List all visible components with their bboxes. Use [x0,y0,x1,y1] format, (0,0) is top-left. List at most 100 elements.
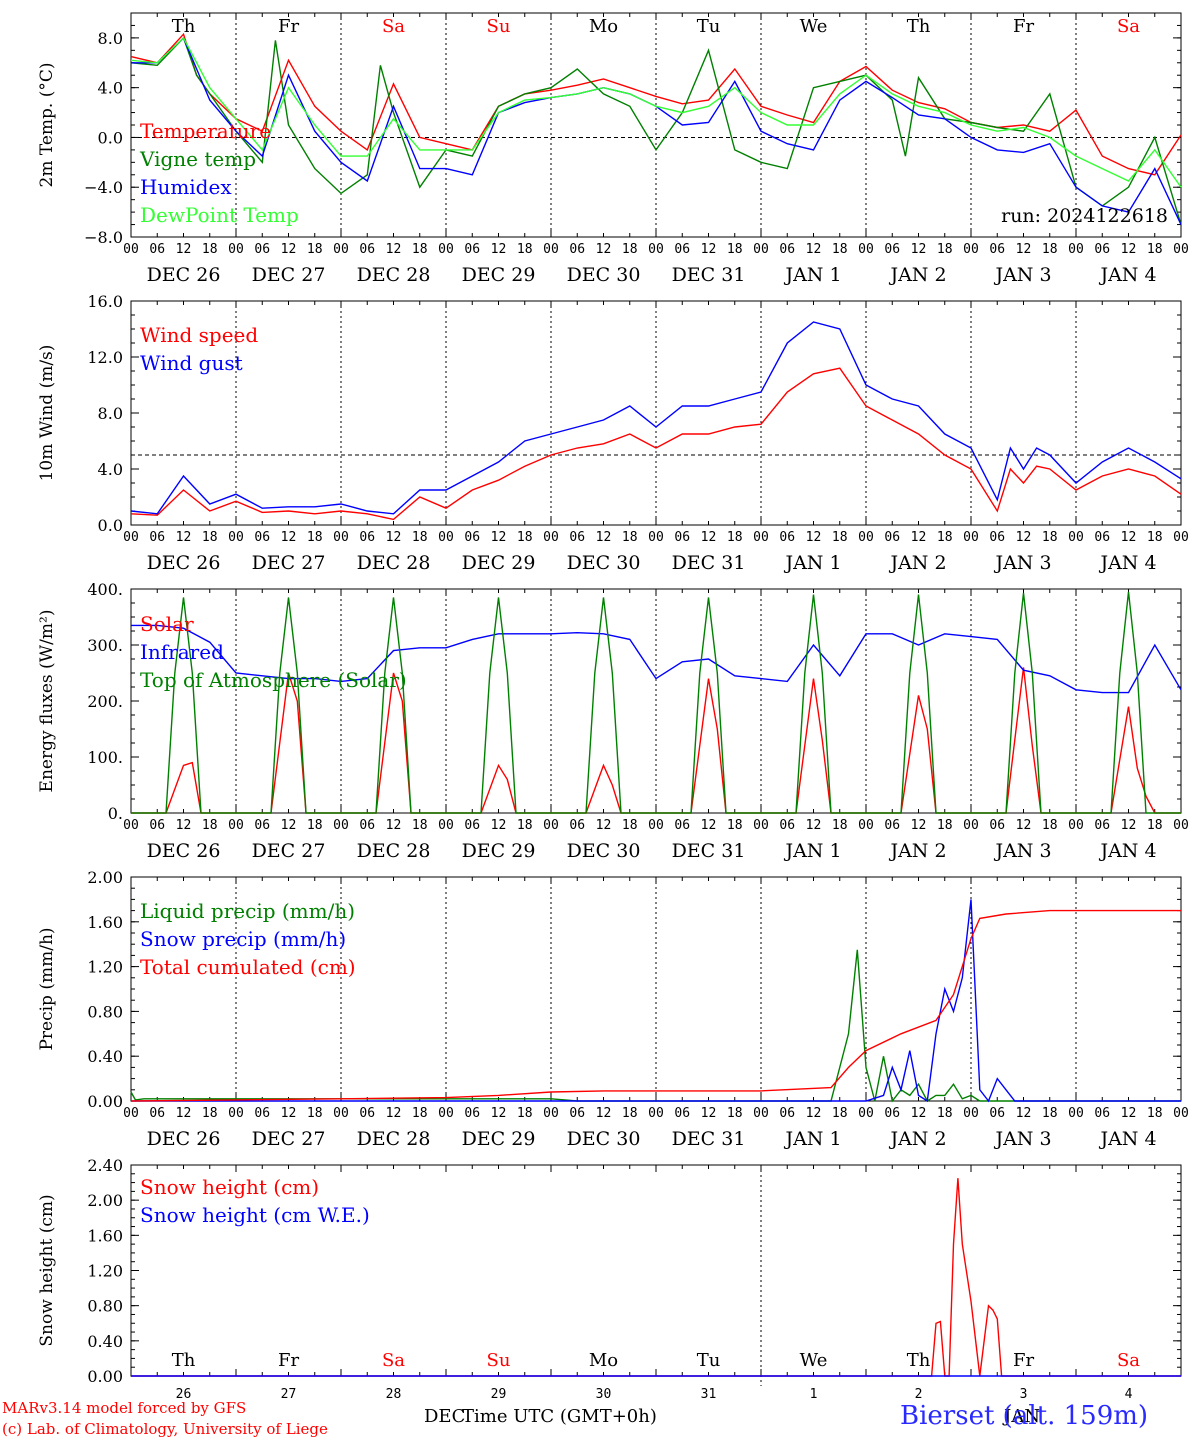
day-number-label: 31 [701,1387,717,1402]
energy-hour-label: 00 [753,818,769,833]
snow-y-tick-label: 1.60 [87,1226,123,1245]
energy-hour-label: 06 [674,818,690,833]
temp-hour-label: 00 [1068,242,1084,257]
temp-legend-entry: Vigne temp [139,147,256,171]
temp-hour-label: 00 [963,242,979,257]
precip-date-label: JAN 3 [993,1128,1051,1150]
precip-hour-label: 06 [359,1106,375,1121]
temp-hour-label: 18 [1042,242,1058,257]
weekday-label: Sa [1117,16,1140,37]
temp-hour-label: 18 [202,242,218,257]
wind-hour-label: 18 [202,530,218,545]
precip-hour-label: 18 [307,1106,323,1121]
precip-legend-entry: Liquid precip (mm/h) [140,899,355,923]
energy-y-tick-label: 300. [87,636,123,655]
energy-legend-entry: Top of Atmosphere (Solar) [140,668,407,692]
wind-date-label: DEC 28 [357,552,431,574]
temp-hour-label: 18 [832,242,848,257]
temp-hour-label: 06 [464,242,480,257]
energy-hour-label: 12 [911,818,927,833]
precip-date-label: DEC 28 [357,1128,431,1150]
weekday-label: Tu [697,16,721,37]
energy-hour-label: 06 [464,818,480,833]
precip-hour-label: 18 [412,1106,428,1121]
precip-hour-label: 18 [1042,1106,1058,1121]
precip-hour-label: 00 [963,1106,979,1121]
wind-hour-label: 12 [1121,530,1137,545]
wind-series-line [130,321,1182,515]
wind-hour-label: 00 [1173,530,1189,545]
temp-date-label: JAN 2 [888,264,946,286]
wind-date-label: DEC 26 [147,552,221,574]
precip-hour-label: 18 [622,1106,638,1121]
weekday-label: Sa [382,16,405,37]
energy-hour-label: 18 [622,818,638,833]
wind-hour-label: 06 [779,530,795,545]
snow-y-tick-label: 0.00 [87,1367,123,1386]
temp-hour-label: 06 [254,242,270,257]
temp-hour-label: 12 [281,242,297,257]
energy-series-line [131,591,1181,814]
wind-legend-entry: Wind speed [140,323,258,347]
temp-series-line [130,36,1182,225]
energy-date-label: DEC 30 [567,840,641,862]
wind-hour-label: 18 [307,530,323,545]
wind-date-label: DEC 31 [672,552,746,574]
precip-hour-label: 18 [727,1106,743,1121]
precip-y-tick-label: 2.00 [87,868,123,887]
energy-series-line [131,624,1182,694]
temp-hour-label: 12 [911,242,927,257]
wind-hour-label: 12 [386,530,402,545]
energy-y-tick-label: 200. [87,692,123,711]
energy-date-label: JAN 2 [888,840,946,862]
wind-y-tick-label: 0.0 [98,516,123,535]
wind-y-tick-label: 4.0 [98,460,123,479]
energy-hour-label: 06 [989,818,1005,833]
wind-hour-label: 00 [228,530,244,545]
wind-y-axis-label: 10m Wind (m/s) [37,345,57,482]
wind-hour-label: 12 [176,530,192,545]
energy-date-label: JAN 3 [993,840,1051,862]
day-number-label: 2 [915,1387,923,1402]
day-number-label: 26 [176,1387,192,1402]
weekday-label: Th [172,1350,196,1371]
energy-hour-label: 00 [123,818,139,833]
energy-hour-label: 06 [149,818,165,833]
temp-hour-label: 12 [1121,242,1137,257]
precip-hour-label: 00 [333,1106,349,1121]
energy-hour-label: 00 [963,818,979,833]
energy-hour-label: 12 [1121,818,1137,833]
precip-hour-label: 00 [753,1106,769,1121]
precip-date-label: DEC 29 [462,1128,536,1150]
precip-hour-label: 06 [464,1106,480,1121]
energy-hour-label: 06 [569,818,585,833]
energy-legend-entry: Infrared [140,640,224,664]
temp-hour-label: 06 [149,242,165,257]
energy-hour-label: 00 [438,818,454,833]
wind-y-tick-label: 8.0 [98,404,123,423]
day-number-label: 27 [281,1387,297,1402]
precip-hour-label: 12 [1016,1106,1032,1121]
precip-hour-label: 06 [779,1106,795,1121]
precip-hour-label: 18 [202,1106,218,1121]
wind-hour-label: 18 [1042,530,1058,545]
precip-series-line [130,949,1181,1103]
precip-legend-entry: Total cumulated (cm) [140,955,356,979]
wind-hour-label: 00 [333,530,349,545]
wind-legend-entry: Wind gust [140,351,243,375]
snow-legend-entry: Snow height (cm) [140,1175,319,1199]
wind-hour-label: 00 [753,530,769,545]
precip-hour-label: 00 [228,1106,244,1121]
precip-hour-label: 00 [438,1106,454,1121]
energy-hour-label: 00 [858,818,874,833]
temp-hour-label: 00 [858,242,874,257]
wind-hour-label: 00 [543,530,559,545]
temp-date-label: DEC 27 [252,264,326,286]
precip-hour-label: 18 [517,1106,533,1121]
day-number-label: 30 [596,1387,612,1402]
precip-hour-label: 18 [832,1106,848,1121]
energy-hour-label: 00 [1068,818,1084,833]
weekday-label: Su [487,1350,511,1371]
temp-hour-label: 18 [307,242,323,257]
energy-hour-label: 18 [307,818,323,833]
